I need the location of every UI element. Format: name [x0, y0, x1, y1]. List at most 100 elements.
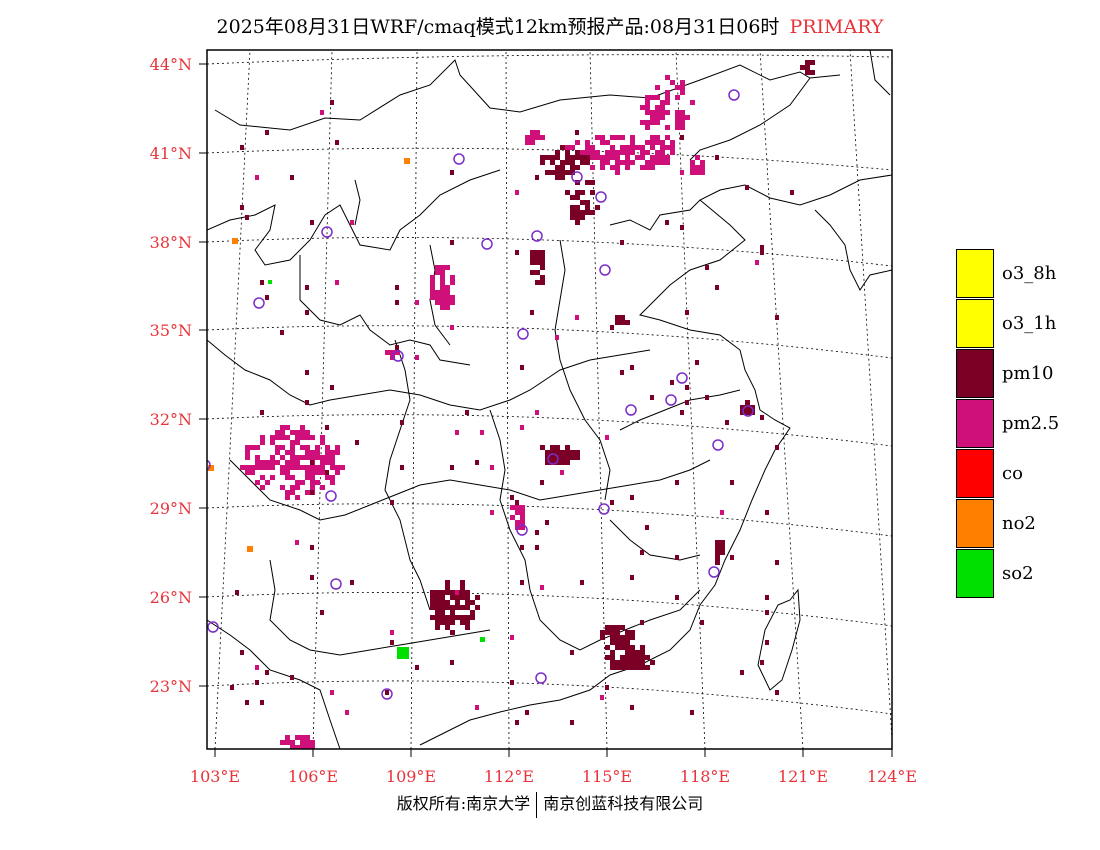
pm25-pixel [660, 110, 665, 115]
pm10-pixel [555, 155, 560, 160]
station-marker [207, 459, 211, 471]
pm25-pixel [255, 460, 260, 465]
pm25-pixel [305, 455, 310, 460]
station-marker [325, 490, 337, 502]
pm10-pixel [620, 660, 625, 665]
pm25-pixel [590, 150, 595, 155]
pm25-pixel [645, 105, 650, 110]
pm25-pixel [665, 155, 670, 160]
pm25-pixel [680, 125, 685, 130]
pm25-pixel [670, 150, 675, 155]
pm10-pixel [460, 620, 465, 625]
pm10-pixel [590, 180, 595, 185]
pm25-pixel [535, 410, 539, 415]
station-marker [547, 453, 559, 465]
pm10-pixel [720, 545, 725, 550]
pm10-pixel [460, 580, 465, 585]
legend-label: pm2.5 [1002, 413, 1060, 434]
pm10-pixel [615, 630, 620, 635]
pm25-pixel [635, 145, 640, 150]
pm10-pixel [805, 65, 810, 70]
pm10-pixel [230, 685, 234, 690]
pm25-pixel [660, 115, 665, 120]
pm10-pixel [475, 595, 480, 600]
pm10-pixel [685, 400, 689, 405]
pm25-pixel [445, 285, 450, 290]
pm10-pixel [450, 620, 455, 625]
pm25-pixel [300, 430, 305, 435]
so2-pixel [480, 637, 485, 642]
pm10-pixel [775, 690, 779, 695]
pm25-pixel [695, 170, 700, 175]
pm25-pixel [510, 505, 515, 510]
pm10-pixel [435, 620, 440, 625]
pm10-pixel [630, 630, 635, 635]
pm25-pixel [245, 470, 250, 475]
pm25-pixel [600, 695, 604, 700]
pm25-pixel [285, 425, 290, 430]
pm10-pixel [585, 155, 590, 160]
map-frame [206, 49, 893, 750]
pm10-pixel [575, 155, 580, 160]
pm25-pixel [320, 110, 324, 115]
pm25-pixel [665, 90, 670, 95]
pm25-pixel [690, 170, 695, 175]
pm10-pixel [435, 595, 440, 600]
pm25-pixel [625, 160, 630, 165]
pm10-pixel [625, 320, 630, 325]
pm10-pixel [685, 310, 689, 315]
pm25-pixel [455, 590, 459, 595]
pm10-pixel [440, 615, 445, 620]
pm10-pixel [435, 625, 440, 630]
pm25-pixel [290, 430, 295, 435]
pm10-pixel [260, 280, 264, 285]
pm25-pixel [650, 115, 655, 120]
pm10-pixel [705, 395, 709, 400]
pm10-pixel [740, 405, 745, 410]
pm10-pixel [610, 665, 615, 670]
pm10-pixel [765, 610, 769, 615]
legend-swatch [956, 249, 994, 298]
pm10-pixel [605, 630, 610, 635]
pm10-pixel [715, 550, 720, 555]
pm25-pixel [260, 475, 265, 480]
pm10-pixel [530, 310, 534, 315]
pm10-pixel [530, 250, 535, 255]
station-marker [625, 404, 637, 416]
pm25-pixel [520, 510, 525, 515]
pm25-pixel [335, 450, 340, 455]
pm10-pixel [625, 655, 630, 660]
pm25-pixel [695, 155, 700, 160]
pm25-pixel [440, 280, 445, 285]
pm25-pixel [295, 430, 300, 435]
pm10-pixel [625, 665, 630, 670]
pm10-pixel [350, 580, 354, 585]
pm10-pixel [570, 160, 575, 165]
pm10-pixel [690, 710, 694, 715]
pm10-pixel [570, 170, 575, 175]
monitoring-stations [207, 89, 754, 700]
pm10-pixel [630, 495, 634, 500]
pm25-pixel [450, 325, 454, 330]
pm10-pixel [695, 360, 699, 365]
legend-swatch [956, 449, 994, 498]
pm25-pixel [610, 145, 615, 150]
pm25-pixel [305, 445, 310, 450]
pm10-pixel [615, 645, 620, 650]
pm25-pixel [690, 160, 695, 165]
station-marker [516, 524, 528, 536]
pm25-pixel [520, 520, 525, 525]
station-marker [742, 405, 754, 417]
pm10-pixel [550, 445, 555, 450]
pm25-pixel [315, 445, 320, 450]
pm25-pixel [250, 445, 255, 450]
pm10-pixel [615, 320, 620, 325]
pm25-pixel [540, 135, 545, 140]
station-marker [712, 439, 724, 451]
pm10-pixel [640, 665, 645, 670]
pm25-pixel [625, 145, 630, 150]
pm10-pixel [535, 255, 540, 260]
pm25-pixel [335, 470, 340, 475]
pm25-pixel [285, 470, 290, 475]
